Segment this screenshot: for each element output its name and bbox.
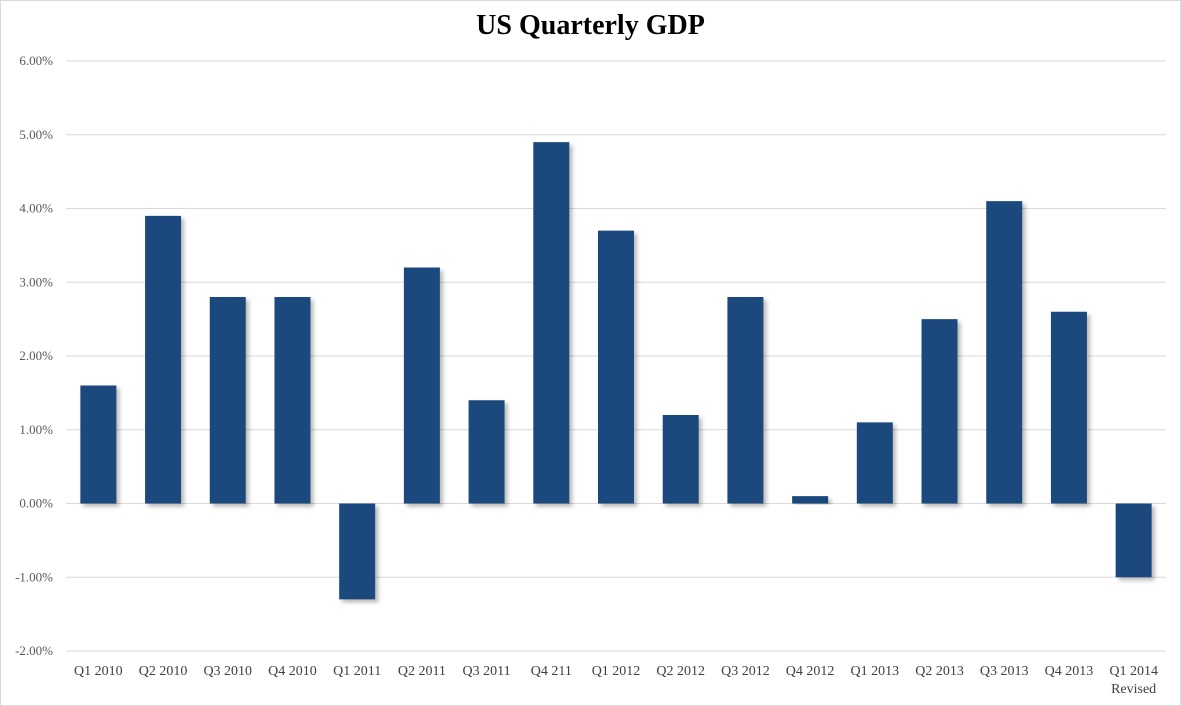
- x-tick-label: Revised: [1111, 682, 1156, 697]
- x-tick-label: Q2 2010: [139, 664, 188, 679]
- y-tick-label: -1.00%: [15, 569, 53, 584]
- bar: [533, 142, 570, 504]
- x-tick-label: Q1 2014: [1109, 664, 1158, 679]
- bar: [727, 297, 764, 504]
- x-tick-label: Q2 2013: [915, 664, 964, 679]
- y-tick-label: 3.00%: [19, 274, 53, 289]
- x-tick-label: Q4 2013: [1045, 664, 1094, 679]
- bar: [339, 503, 376, 600]
- x-tick-label: Q2 2011: [398, 664, 446, 679]
- x-tick-label: Q3 2010: [203, 664, 252, 679]
- bar: [209, 297, 246, 504]
- bar: [145, 215, 182, 504]
- x-tick-label: Q1 2012: [592, 664, 641, 679]
- y-tick-label: 1.00%: [19, 422, 53, 437]
- bar: [921, 319, 958, 504]
- bar: [792, 496, 829, 504]
- x-tick-label: Q4 2010: [268, 664, 317, 679]
- bar: [468, 400, 505, 504]
- bar: [1115, 503, 1152, 578]
- bar: [274, 297, 311, 504]
- y-tick-label: 5.00%: [19, 127, 53, 142]
- x-tick-label: Q4 211: [531, 664, 572, 679]
- bar: [662, 415, 699, 504]
- x-tick-label: Q1 2011: [333, 664, 381, 679]
- bar: [403, 267, 440, 504]
- x-tick-label: Q2 2012: [656, 664, 705, 679]
- x-tick-label: Q3 2013: [980, 664, 1029, 679]
- x-axis: Q1 2010 Q2 2010 Q3 2010 Q4 2010 Q1 2011 Q2 20…: [74, 664, 1158, 697]
- bar: [856, 422, 893, 504]
- y-tick-label: 0.00%: [19, 496, 53, 511]
- x-tick-label: Q3 2011: [463, 664, 511, 679]
- x-tick-label: Q1 2013: [851, 664, 900, 679]
- bar: [986, 201, 1023, 504]
- y-tick-label: 6.00%: [19, 53, 53, 68]
- y-tick-label: 4.00%: [19, 201, 53, 216]
- bars: [80, 142, 1152, 600]
- x-tick-label: Q1 2010: [74, 664, 123, 679]
- y-tick-label: -2.00%: [15, 643, 53, 658]
- x-tick-label: Q3 2012: [721, 664, 770, 679]
- bar: [80, 385, 117, 504]
- y-axis: 6.00% 5.00% 4.00% 3.00% 2.00% 1.00% 0.00% -1.00…: [15, 53, 53, 658]
- bar: [1050, 311, 1087, 504]
- x-tick-label: Q4 2012: [786, 664, 835, 679]
- y-tick-label: 2.00%: [19, 348, 53, 363]
- bar: [598, 230, 634, 504]
- chart-title: US Quarterly GDP: [476, 10, 705, 41]
